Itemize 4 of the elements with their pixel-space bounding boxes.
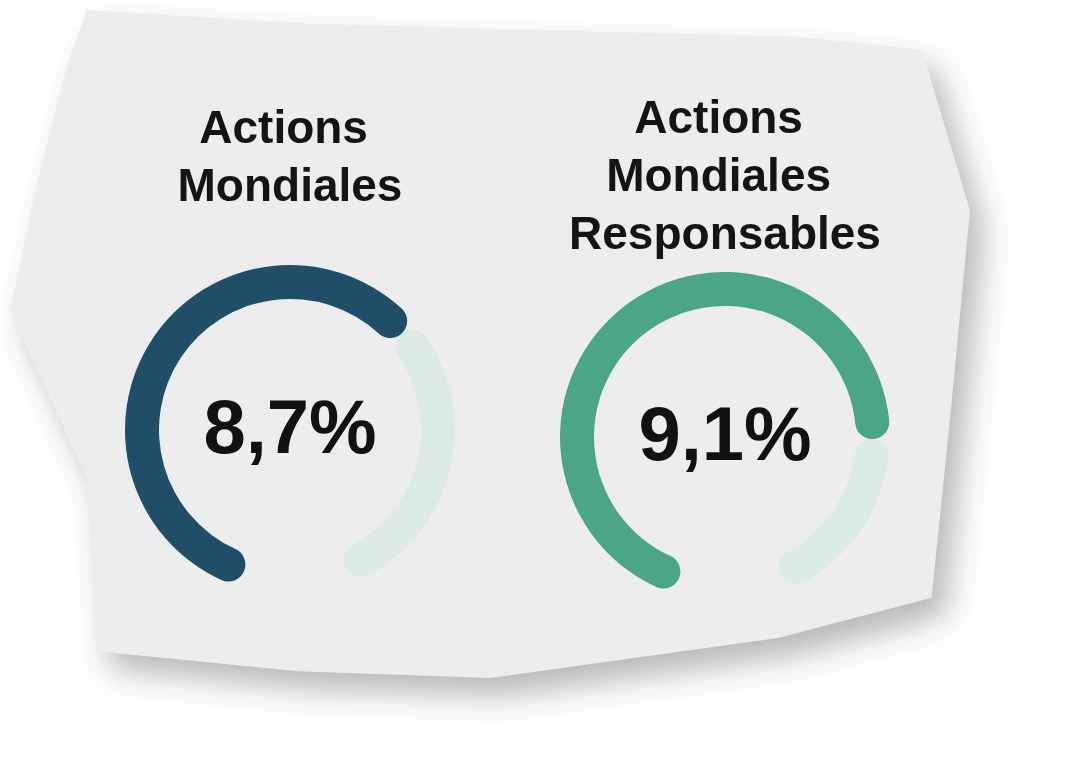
chart-title: Actions Mondiales bbox=[177, 101, 403, 211]
text: 9,1% bbox=[638, 390, 812, 476]
chart-title: Actions Mondiales Responsables bbox=[569, 91, 881, 259]
text: 8,7% bbox=[203, 383, 377, 469]
